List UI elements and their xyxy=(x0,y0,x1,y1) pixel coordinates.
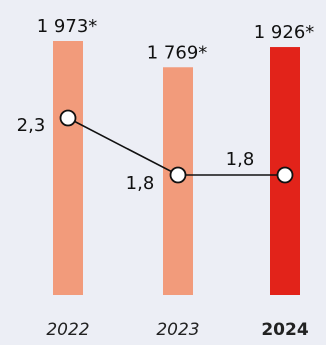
line-point-2024 xyxy=(276,166,294,184)
line-value-label-2024: 1,8 xyxy=(226,149,255,170)
point-label-group: 2,3 1,8 1,8 xyxy=(17,115,255,194)
bar-2022 xyxy=(53,41,83,295)
line-value-label-2023: 1,8 xyxy=(126,173,155,194)
category-label-group: 2022 2023 2024 xyxy=(46,320,308,340)
bar-value-label-2022: 1 973* xyxy=(37,16,98,37)
bar-value-label-2023: 1 769* xyxy=(147,42,208,63)
bar-value-label-2024: 1 926* xyxy=(254,22,315,43)
line-point-2022 xyxy=(59,109,77,127)
category-label-2023: 2023 xyxy=(156,320,199,340)
line-series xyxy=(59,109,294,184)
category-label-2022: 2022 xyxy=(46,320,89,340)
line-value-label-2022: 2,3 xyxy=(17,115,46,136)
category-label-2024: 2024 xyxy=(261,320,308,340)
line-point-2023 xyxy=(169,166,187,184)
bar-label-group: 1 973* 1 769* 1 926* xyxy=(37,16,315,63)
